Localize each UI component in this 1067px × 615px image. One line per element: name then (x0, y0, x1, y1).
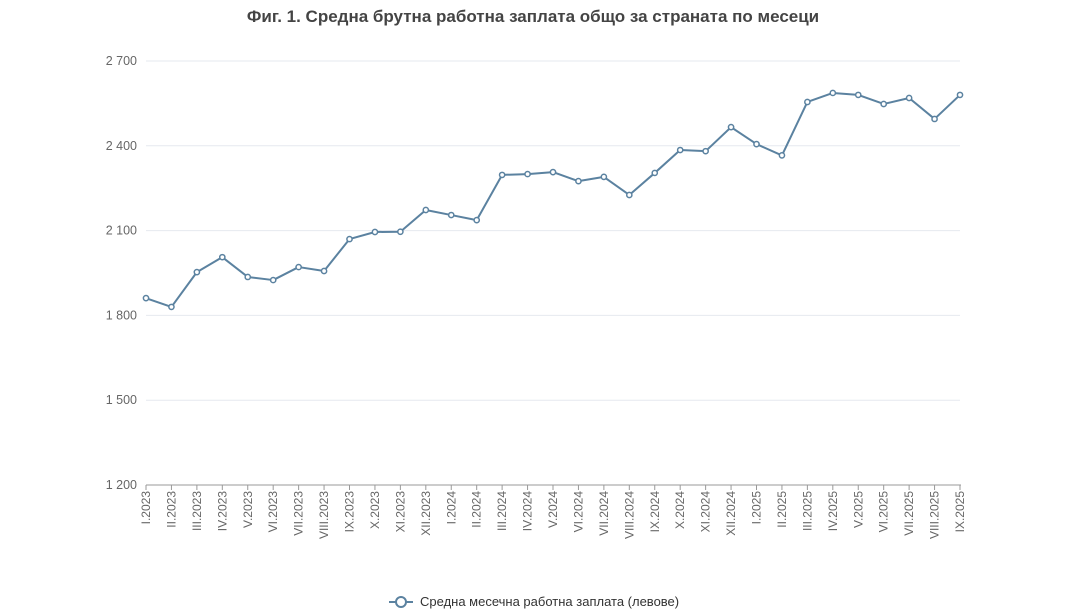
x-tick-label: VI.2025 (877, 491, 891, 533)
y-axis: 1 200 1 500 1 800 2 100 2 400 2 700 (106, 54, 137, 492)
legend-marker-icon (395, 596, 407, 608)
x-tick-label: IX.2025 (953, 491, 967, 533)
x-tick-label: III.2025 (800, 491, 814, 531)
series-line (145, 91, 961, 308)
y-tick-label: 1 500 (106, 393, 137, 407)
data-point (244, 273, 252, 281)
data-point (702, 147, 709, 155)
x-tick-label: X.2024 (673, 491, 687, 529)
x-tick-label: VII.2024 (597, 491, 611, 536)
data-point (346, 235, 353, 243)
y-tick-label: 1 800 (106, 308, 137, 322)
data-point (218, 253, 226, 261)
data-point (295, 263, 302, 271)
data-point (804, 98, 811, 106)
data-point (651, 169, 659, 177)
data-point (371, 228, 379, 236)
data-point (473, 216, 481, 224)
data-point (931, 115, 938, 123)
data-point (854, 91, 862, 99)
x-tick-label: VI.2023 (266, 491, 280, 533)
x-tick-label: VII.2023 (292, 491, 306, 536)
data-point (753, 140, 760, 148)
x-tick-label: XII.2024 (724, 491, 738, 536)
x-tick-label: III.2024 (495, 491, 509, 531)
x-tick-label: II.2023 (164, 491, 178, 528)
data-point (524, 170, 531, 178)
data-point (549, 168, 557, 176)
data-point (778, 152, 786, 159)
x-tick-label: VIII.2024 (622, 491, 636, 539)
data-point (575, 177, 582, 185)
x-tick-label: II.2025 (775, 491, 789, 528)
x-tick-label: XI.2024 (699, 491, 713, 533)
series (142, 89, 964, 311)
data-point (498, 171, 506, 179)
x-axis: I.2023 II.2023 III.2023 IV.2023 V.2023 VI.202… (139, 484, 967, 539)
x-tick-label: IV.2023 (215, 491, 229, 532)
x-tick-label: VII.2025 (902, 491, 916, 536)
x-tick-label: IV.2024 (521, 491, 535, 532)
data-point (320, 267, 328, 275)
x-tick-label: VIII.2023 (317, 491, 331, 539)
x-tick-label: X.2023 (368, 491, 382, 529)
data-point (269, 276, 277, 284)
x-tick-label: V.2025 (851, 491, 865, 528)
data-point (142, 294, 150, 302)
chart-title: Фиг. 1. Средна брутна работна заплата об… (247, 7, 819, 26)
legend-label: Средна месечна работна заплата (левове) (420, 594, 679, 609)
data-point (600, 173, 608, 181)
x-tick-label: XI.2023 (393, 491, 407, 533)
x-tick-label: III.2023 (190, 491, 204, 531)
data-point (422, 206, 430, 214)
data-point (956, 91, 964, 99)
data-point (193, 268, 201, 276)
x-tick-label: VIII.2025 (928, 491, 942, 539)
legend[interactable]: Средна месечна работна заплата (левове) (389, 594, 679, 609)
data-point (829, 89, 837, 97)
x-tick-label: II.2024 (470, 491, 484, 528)
x-tick-label: IV.2025 (826, 491, 840, 532)
x-tick-label: I.2025 (750, 491, 764, 525)
data-point (880, 100, 888, 108)
x-tick-label: VI.2024 (571, 491, 585, 533)
x-tick-label: I.2023 (139, 491, 153, 525)
data-point (625, 191, 633, 199)
x-tick-label: V.2024 (546, 491, 560, 528)
y-tick-label: 2 700 (106, 54, 137, 68)
data-point (168, 303, 175, 311)
y-tick-label: 2 100 (106, 224, 137, 238)
x-tick-label: XII.2023 (419, 491, 433, 536)
x-tick-label: IX.2024 (648, 491, 662, 533)
data-point (905, 94, 913, 102)
grid (146, 60, 960, 401)
data-point (676, 146, 684, 154)
data-point (397, 228, 404, 236)
x-tick-label: V.2023 (241, 491, 255, 528)
data-point (727, 123, 735, 131)
x-tick-label: I.2024 (444, 491, 458, 525)
x-tick-label: IX.2023 (343, 491, 357, 533)
y-tick-label: 1 200 (106, 478, 137, 492)
y-tick-label: 2 400 (106, 139, 137, 153)
data-point (447, 211, 455, 219)
